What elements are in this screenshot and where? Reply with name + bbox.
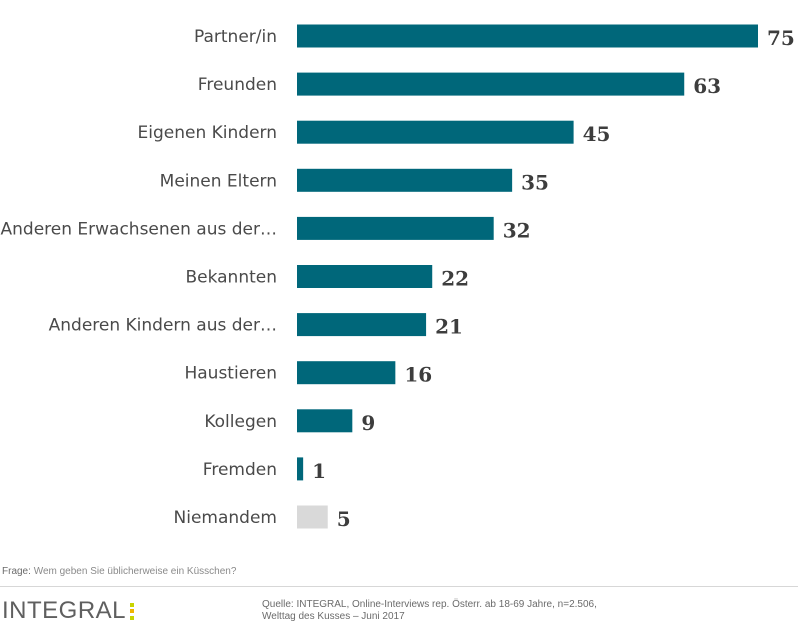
bar [297, 168, 513, 192]
question-label: Frage: [2, 566, 31, 577]
category-label: Anderen Erwachsenen aus der… [1, 219, 278, 239]
value-label: 35 [521, 170, 549, 194]
bar [297, 265, 433, 288]
bar [297, 313, 427, 337]
category-label: Freunden [198, 75, 277, 95]
category-label: Fremden [203, 460, 277, 480]
source-line-1: Quelle: INTEGRAL, Online-Interviews rep.… [262, 599, 597, 610]
source-line-2: Welttag des Kusses – Juni 2017 [262, 611, 405, 622]
value-label: 9 [361, 411, 375, 435]
bar [297, 361, 396, 385]
category-label: Anderen Kindern aus der… [49, 316, 277, 336]
value-label: 5 [337, 507, 351, 531]
category-label: Meinen Eltern [160, 171, 277, 191]
bar [297, 72, 685, 96]
category-label: Haustieren [184, 364, 277, 384]
category-label: Bekannten [185, 268, 277, 288]
bar [297, 505, 328, 529]
value-label: 75 [767, 26, 795, 50]
footer-divider [0, 586, 798, 587]
value-label: 22 [441, 267, 469, 291]
bar [297, 457, 304, 481]
bar [297, 409, 353, 433]
category-label: Eigenen Kindern [138, 123, 278, 143]
logo-mark-icon [130, 602, 135, 620]
value-label: 32 [503, 218, 531, 242]
bar [297, 24, 758, 48]
bar [297, 216, 494, 240]
logo-text: INTEGRAL [2, 597, 127, 624]
category-label: Partner/in [194, 27, 277, 47]
bar-chart: Partner/in 75 Freunden 63 Eigenen Kindern 45 M… [1, 24, 795, 531]
question-note: Frage: Wem geben Sie üblicherweise ein K… [2, 566, 236, 577]
question-text: Wem geben Sie üblicherweise ein Küsschen… [33, 566, 237, 577]
source-note: Quelle: INTEGRAL, Online-Interviews rep.… [262, 599, 597, 623]
category-label: Kollegen [204, 412, 277, 432]
value-label: 16 [404, 363, 432, 387]
value-label: 1 [312, 459, 326, 483]
value-label: 63 [693, 74, 721, 98]
bar [297, 120, 574, 144]
category-label: Niemandem [174, 508, 277, 528]
value-label: 21 [435, 315, 463, 339]
integral-logo: INTEGRAL [2, 597, 135, 625]
value-label: 45 [583, 122, 611, 146]
